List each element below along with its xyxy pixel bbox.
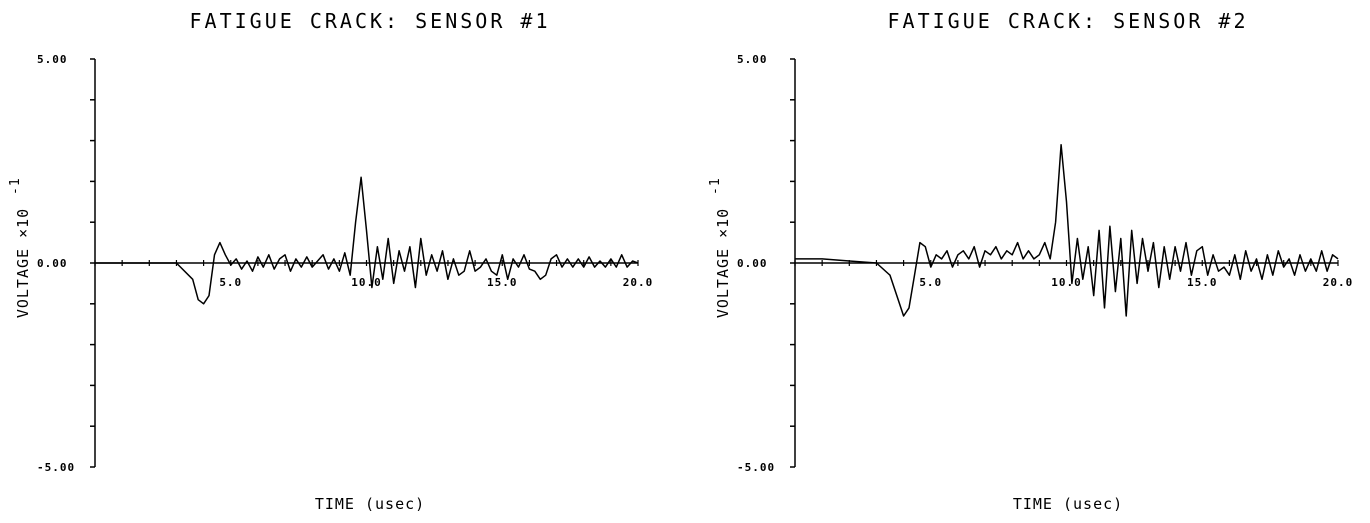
x-axis-label: TIME (usec): [1013, 495, 1123, 513]
y-tick-label: 5.00: [737, 53, 768, 66]
x-tick-label: 20.0: [1323, 276, 1354, 289]
y-tick-label: -5.00: [37, 461, 75, 474]
y-axis-label-exponent: -1: [708, 177, 723, 195]
series-line: [95, 176, 639, 305]
x-tick-label: 15.0: [1187, 276, 1218, 289]
y-tick-label: 5.00: [37, 53, 68, 66]
x-tick-label: 5.0: [219, 276, 242, 289]
x-tick-label: 15.0: [487, 276, 518, 289]
y-axis-label-group: VOLTAGE ×10 -1: [708, 177, 732, 318]
chart-sensor-2: FATIGUE CRACK: SENSOR #2 5.00 0.00 -5.00 5.0…: [708, 9, 1354, 513]
x-axis-label: TIME (usec): [315, 495, 425, 513]
x-tick-label: 5.0: [919, 276, 942, 289]
x-tick-label: 10.0: [351, 276, 382, 289]
y-tick-label: -5.00: [737, 461, 775, 474]
y-tick-label: 0.00: [37, 257, 68, 270]
chart-sensor-1: FATIGUE CRACK: SENSOR #1 5.00 0.00 -5.00 5.0…: [8, 9, 654, 513]
y-tick-label: 0.00: [737, 257, 768, 270]
series-line: [795, 143, 1339, 317]
chart-title: FATIGUE CRACK: SENSOR #2: [888, 9, 1249, 33]
x-tick-label: 20.0: [623, 276, 654, 289]
y-axis-label: VOLTAGE ×10: [14, 208, 32, 318]
y-axis-label-group: VOLTAGE ×10 -1: [8, 177, 32, 318]
chart-title: FATIGUE CRACK: SENSOR #1: [190, 9, 551, 33]
y-axis-label-exponent: -1: [8, 177, 23, 195]
y-axis-label: VOLTAGE ×10: [714, 208, 732, 318]
x-tick-label: 10.0: [1051, 276, 1082, 289]
